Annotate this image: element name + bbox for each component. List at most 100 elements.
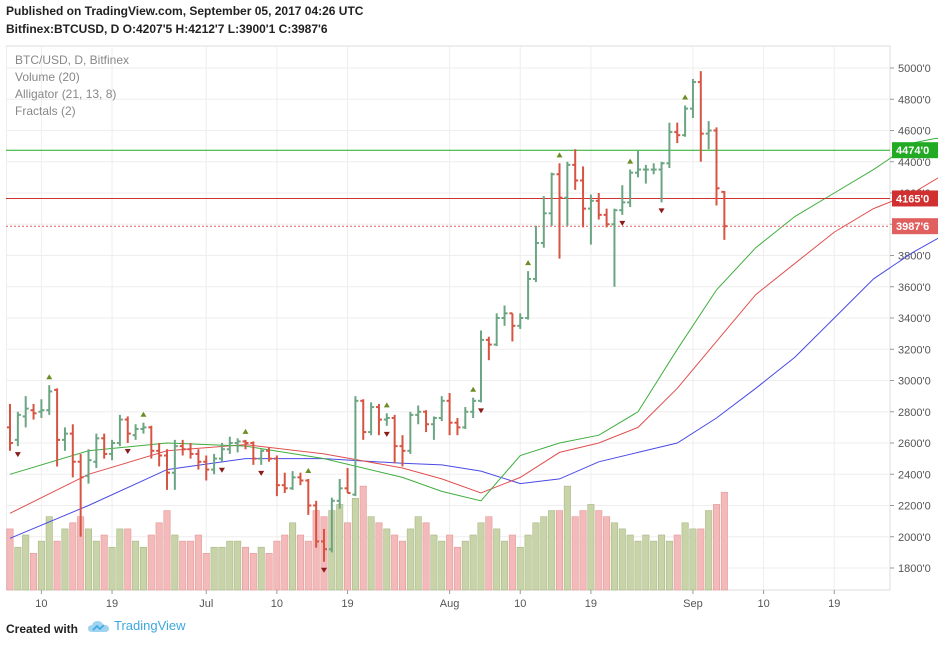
volume-bar xyxy=(132,540,140,591)
volume-bar xyxy=(650,540,658,591)
tradingview-logo[interactable]: TradingView xyxy=(88,618,186,633)
tradingview-brand[interactable]: TradingView xyxy=(114,618,186,633)
volume-bar xyxy=(257,546,265,591)
fractal-up-marker xyxy=(140,411,147,417)
volume-bar xyxy=(265,553,273,591)
volume-bar xyxy=(100,534,108,591)
volume-bar xyxy=(344,522,352,591)
legend-alligator: Alligator (21, 13, 8) xyxy=(15,87,117,101)
volume-bar xyxy=(367,516,375,591)
y-tick-label: 4600'0 xyxy=(898,126,931,138)
volume-bar xyxy=(336,504,344,591)
volume-bar xyxy=(587,504,595,591)
volume-bar xyxy=(501,540,509,591)
volume-bar xyxy=(642,534,650,591)
ohlc-line: Bitfinex:BTCUSD, D O:4207'5 H:4212'7 L:3… xyxy=(6,22,328,36)
volume-bar xyxy=(281,534,289,591)
fractal-down-marker xyxy=(124,449,131,454)
volume-bar xyxy=(194,534,202,591)
volume-bar xyxy=(610,522,618,591)
volume-bar xyxy=(218,546,226,591)
y-tick-label: 3000'0 xyxy=(898,376,931,388)
volume-bar xyxy=(61,528,69,591)
fractal-up-marker xyxy=(305,467,312,473)
volume-bar xyxy=(391,534,399,591)
volume-bar xyxy=(383,528,391,591)
volume-bar xyxy=(461,540,469,591)
volume-bar xyxy=(289,522,297,591)
volume-bar xyxy=(210,546,218,591)
volume-bar xyxy=(438,540,446,591)
volume-bar xyxy=(430,534,438,591)
fractal-down-marker xyxy=(321,567,327,573)
price-label-box xyxy=(892,218,938,235)
volume-bar xyxy=(304,540,312,591)
cloud-icon xyxy=(88,620,109,632)
chart-area[interactable]: 1800'0 2000'0 2200'0 2400'0 2600'0 2800'0 3000… xyxy=(5,40,943,612)
volume-bar xyxy=(163,510,171,591)
volume-bar xyxy=(171,534,179,591)
x-tick-label: Jul xyxy=(199,598,213,610)
volume-bar xyxy=(673,534,681,591)
volume-bar xyxy=(485,516,493,591)
volume-bar xyxy=(414,516,422,591)
y-tick-label: 3400'0 xyxy=(898,313,931,325)
fractal-up-marker xyxy=(525,260,532,266)
x-tick-label: 10 xyxy=(271,598,283,610)
volume-bar xyxy=(53,540,61,591)
volume-bar xyxy=(626,534,634,591)
x-tick-label: 10 xyxy=(757,598,769,610)
volume-bar xyxy=(398,540,406,591)
volume-bar xyxy=(422,522,430,591)
y-tick-label: 3800'0 xyxy=(898,251,931,263)
volume-bar xyxy=(720,491,728,591)
fractal-down-marker xyxy=(383,431,390,437)
y-tick-label: 2600'0 xyxy=(898,438,931,450)
volume-bar xyxy=(296,534,304,591)
volume-bar xyxy=(14,546,22,591)
volume-bar xyxy=(705,510,713,591)
y-tick-label: 1800'0 xyxy=(898,563,931,575)
fractal-down-marker xyxy=(218,467,225,473)
volume-bar xyxy=(516,546,524,591)
volume-bar xyxy=(30,553,38,591)
price-label-text: 4474'0 xyxy=(896,145,929,157)
legend-fractals: Fractals (2) xyxy=(15,104,76,118)
volume-bar xyxy=(242,546,250,591)
volume-bar xyxy=(532,522,540,591)
volume-bar xyxy=(493,528,501,591)
volume-bar xyxy=(697,528,705,591)
x-tick-label: 19 xyxy=(106,598,118,610)
fractal-down-marker xyxy=(658,208,665,214)
volume-bar xyxy=(571,516,579,591)
volume-bar xyxy=(712,504,720,591)
y-tick-label: 4800'0 xyxy=(898,94,931,106)
volume-bar xyxy=(665,540,673,591)
fractal-up-marker xyxy=(46,374,53,380)
fractal-up-marker xyxy=(383,402,390,408)
volume-bar xyxy=(22,534,30,591)
fractal-down-marker xyxy=(14,452,21,458)
volume-bar xyxy=(540,516,548,591)
volume-bar xyxy=(234,540,242,591)
price-label-box xyxy=(892,142,938,159)
x-tick-label: 19 xyxy=(341,598,353,610)
created-with-text: Created with xyxy=(6,622,79,636)
volume-bar xyxy=(6,528,14,591)
x-tick-label: 10 xyxy=(35,598,47,610)
y-tick-label: 2000'0 xyxy=(898,532,931,544)
fractal-down-marker xyxy=(478,408,484,414)
volume-bar xyxy=(179,540,187,591)
published-line: Published on TradingView.com, September … xyxy=(6,4,364,18)
volume-bar xyxy=(689,528,697,591)
fractal-down-marker xyxy=(619,220,626,226)
y-tick-label: 2800'0 xyxy=(898,407,931,419)
volume-bar xyxy=(603,516,611,591)
volume-bar xyxy=(351,498,359,591)
volume-bar xyxy=(579,510,587,591)
volume-bar xyxy=(406,528,414,591)
volume-bar xyxy=(453,546,461,591)
legend-symbol: BTC/USD, D, Bitfinex xyxy=(15,53,130,67)
price-chart[interactable]: 1800'0 2000'0 2200'0 2400'0 2600'0 2800'0 3000… xyxy=(5,40,943,612)
volume-bar xyxy=(226,540,234,591)
